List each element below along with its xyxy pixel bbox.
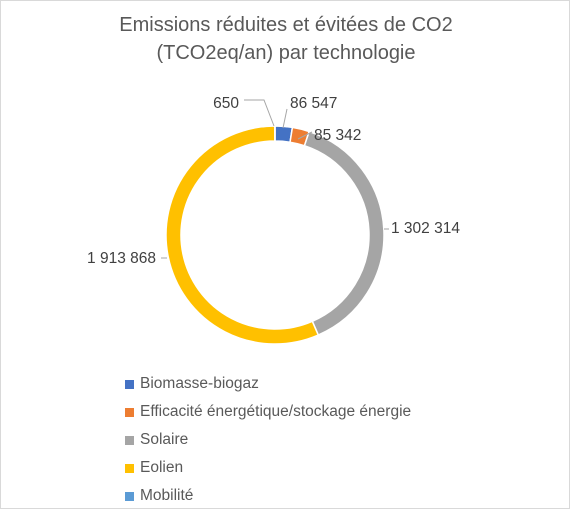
legend-label-solaire: Solaire	[140, 431, 188, 449]
legend-swatch-biomasse-biogaz	[125, 380, 134, 389]
legend-label-mobilite: Mobilité	[140, 487, 193, 505]
legend-swatch-efficacite-energetique	[125, 408, 134, 417]
legend-item-eolien[interactable]: Eolien	[125, 454, 411, 482]
data-label-biomasse-biogaz: 86 547	[290, 95, 337, 112]
legend-swatch-eolien	[125, 464, 134, 473]
legend-label-efficacite-energetique: Efficacité énergétique/stockage énergie	[140, 403, 411, 421]
leader-line-biomasse-biogaz	[283, 109, 287, 128]
legend-swatch-solaire	[125, 436, 134, 445]
legend-label-eolien: Eolien	[140, 459, 183, 477]
data-label-efficacite-energetique: 85 342	[314, 127, 361, 144]
chart-legend: Biomasse-biogaz Efficacité énergétique/s…	[125, 370, 411, 510]
legend-item-solaire[interactable]: Solaire	[125, 426, 411, 454]
data-label-eolien: 1 913 868	[87, 250, 156, 267]
legend-item-efficacite-energetique[interactable]: Efficacité énergétique/stockage énergie	[125, 398, 411, 426]
data-label-solaire: 1 302 314	[391, 220, 460, 237]
legend-item-biomasse-biogaz[interactable]: Biomasse-biogaz	[125, 370, 411, 398]
leader-line-mobilite	[244, 100, 274, 126]
legend-item-mobilite[interactable]: Mobilité	[125, 482, 411, 510]
legend-swatch-mobilite	[125, 492, 134, 501]
donut-slice-eolien[interactable]	[166, 126, 318, 344]
legend-label-biomasse-biogaz: Biomasse-biogaz	[140, 375, 259, 393]
donut-slice-solaire[interactable]	[304, 131, 384, 335]
data-label-mobilite: 650	[213, 95, 239, 112]
